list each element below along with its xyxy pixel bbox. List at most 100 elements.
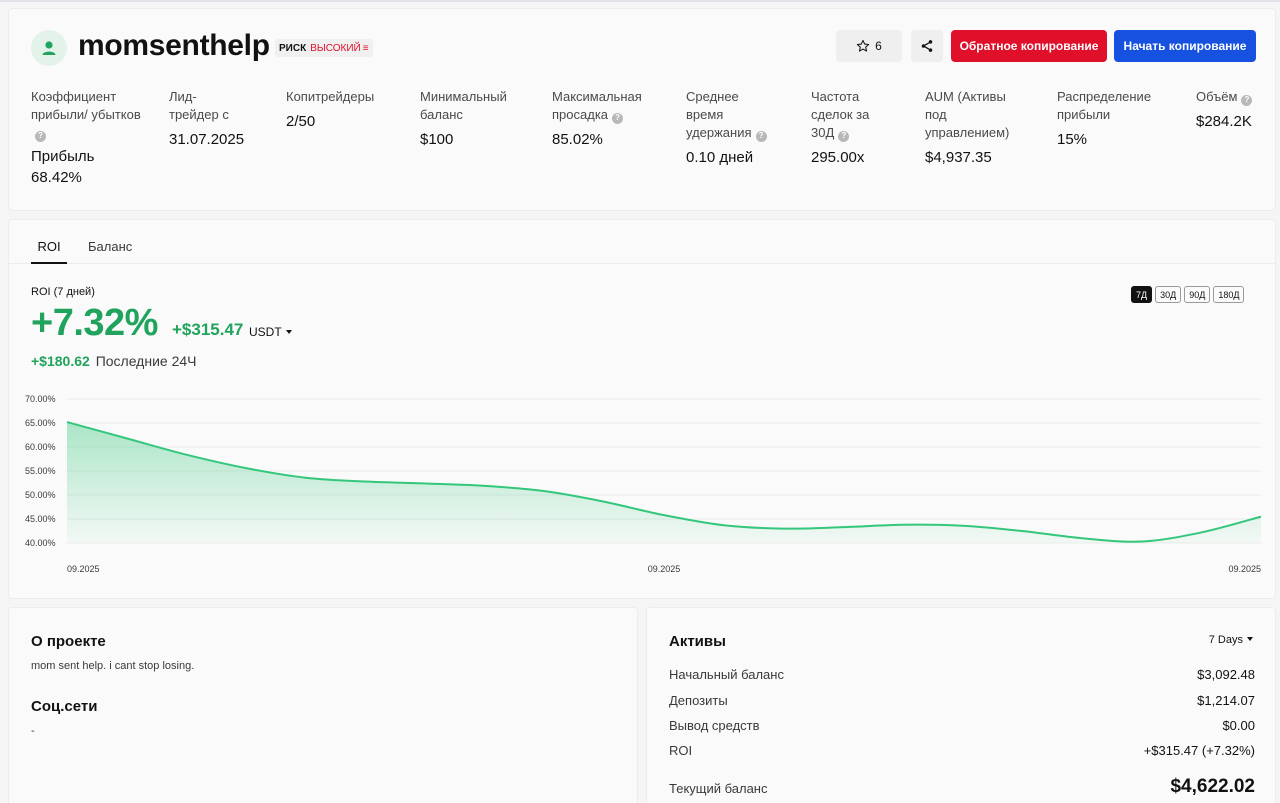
row-value: $3,092.48 — [1197, 667, 1255, 682]
y-tick-label: 65.00% — [25, 418, 56, 428]
metric-label: Лид- трейдер с — [169, 89, 229, 122]
period-30d[interactable]: 30Д — [1155, 286, 1182, 303]
social-title: Соц.сети — [31, 698, 98, 715]
metric-label: Максимальная просадка — [552, 89, 642, 122]
help-icon[interactable]: ? — [755, 130, 767, 142]
metric-label: AUM (Активы под управлением) — [925, 89, 1010, 140]
metric-label: Объём — [1196, 89, 1238, 104]
currency-select[interactable]: USDT — [249, 325, 292, 339]
roi-usd: +$315.47 — [172, 320, 244, 339]
risk-badge: РИСК ВЫСОКИЙ ≡ — [275, 39, 373, 57]
favorite-button[interactable]: 6 — [836, 30, 902, 62]
metric-value: 0.10 дней — [686, 149, 754, 166]
last24-label: Последние 24Ч — [95, 353, 197, 369]
metric-label: Распределение прибыли — [1057, 89, 1152, 122]
assets-row-deposits: Депозиты $1,214.07 — [669, 693, 1255, 708]
roi-caption: ROI (7 дней) — [31, 286, 95, 298]
period-90d[interactable]: 90Д — [1184, 286, 1211, 303]
y-tick-label: 45.00% — [25, 514, 56, 524]
about-card: О проекте mom sent help. i cant stop los… — [8, 607, 638, 803]
x-tick-label: 09.2025 — [67, 564, 100, 574]
roi-chart-card: ROI Баланс ROI (7 дней) +7.32% +$315.47 … — [8, 219, 1276, 599]
period-7d[interactable]: 7Д — [1131, 286, 1153, 303]
total-label: Текущий баланс — [669, 781, 768, 796]
about-title: О проекте — [31, 633, 106, 650]
row-value: +$315.47 (+7.32%) — [1143, 743, 1255, 758]
about-text: mom sent help. i cant stop losing. — [31, 660, 195, 672]
user-icon — [42, 41, 56, 55]
chart-tabs: ROI Баланс — [9, 220, 1275, 264]
metric-value: 2/50 — [286, 113, 316, 130]
roi-percent: +7.32% — [31, 302, 158, 344]
metric-label: Коэффициент прибыли/ убытков — [31, 89, 141, 122]
pnl-value-label: Прибыль — [31, 148, 95, 165]
x-tick-label: 09.2025 — [1228, 564, 1261, 574]
x-tick-label: 09.2025 — [648, 564, 681, 574]
metric-value: 295.00x — [811, 149, 865, 166]
y-tick-label: 70.00% — [25, 394, 56, 404]
roi-last-24h: +$180.62 Последние 24Ч — [31, 353, 196, 369]
help-icon[interactable]: ? — [612, 112, 624, 124]
row-label: Вывод средств — [669, 718, 760, 733]
assets-period-select[interactable]: 7 Days — [1209, 634, 1253, 646]
reverse-copy-button[interactable]: Обратное копирование — [951, 30, 1107, 62]
metric-label: Минимальный баланс — [420, 89, 507, 122]
currency-value: USDT — [249, 325, 282, 339]
trader-username: momsenthelp — [78, 29, 270, 62]
total-value: $4,622.02 — [1170, 776, 1255, 797]
avatar — [31, 30, 67, 66]
risk-value: ВЫСОКИЙ — [310, 42, 361, 54]
metric-label: Среднее время удержания — [686, 89, 752, 140]
row-label: Начальный баланс — [669, 667, 784, 682]
metric-copytraders: Копитрейдеры 2/50 — [286, 88, 396, 130]
metric-pnl-ratio: Коэффициент прибыли/ убытков? Прибыль 68… — [31, 88, 141, 188]
social-value: - — [31, 725, 35, 737]
metric-min-balance: Минимальный баланс $100 — [420, 88, 520, 148]
period-selector: 7Д 30Д 90Д 180Д — [1131, 286, 1245, 303]
metric-value: 85.02% — [552, 131, 603, 148]
start-copy-button[interactable]: Начать копирование — [1114, 30, 1256, 62]
assets-period-value: 7 Days — [1208, 634, 1243, 646]
metric-value: 15% — [1057, 131, 1088, 148]
caret-down-icon — [285, 330, 292, 334]
tab-roi[interactable]: ROI — [31, 239, 67, 264]
share-button[interactable] — [911, 30, 943, 62]
row-value: $1,214.07 — [1197, 693, 1255, 708]
metric-volume: Объём? $284.2K — [1196, 88, 1266, 130]
share-icon — [921, 40, 933, 52]
y-tick-label: 50.00% — [25, 490, 56, 500]
help-icon[interactable]: ? — [1241, 94, 1253, 106]
metric-aum: AUM (Активы под управлением) $4,937.35 — [925, 88, 1025, 166]
period-180d[interactable]: 180Д — [1213, 286, 1245, 303]
risk-level-icon: ≡ — [362, 42, 369, 54]
y-tick-label: 40.00% — [25, 538, 56, 548]
risk-label: РИСК — [279, 42, 307, 54]
star-icon — [856, 39, 870, 52]
assets-card: Активы 7 Days Начальный баланс $3,092.48… — [646, 607, 1276, 803]
metric-profit-share: Распределение прибыли 15% — [1057, 88, 1167, 148]
metric-label: Частота сделок за 30Д — [811, 89, 870, 140]
help-icon[interactable]: ? — [838, 130, 850, 142]
metric-value: 31.07.2025 — [169, 131, 245, 148]
assets-row-withdrawals: Вывод средств $0.00 — [669, 718, 1255, 733]
roi-line — [66, 421, 1262, 543]
metric-lead-trader-since: Лид- трейдер с 31.07.2025 — [169, 88, 249, 148]
last24-value: +$180.62 — [31, 353, 90, 369]
row-label: ROI — [669, 743, 693, 758]
tab-balance[interactable]: Баланс — [88, 239, 133, 254]
metric-value: $4,937.35 — [925, 149, 992, 166]
top-border — [0, 0, 1280, 2]
assets-row-roi: ROI +$315.47 (+7.32%) — [669, 743, 1255, 758]
assets-row-current-balance: Текущий баланс $4,622.02 — [669, 776, 1255, 798]
y-tick-label: 60.00% — [25, 442, 56, 452]
trader-header-card: momsenthelp РИСК ВЫСОКИЙ ≡ 6 Обратное ко… — [8, 8, 1276, 211]
pnl-value: 68.42% — [31, 169, 82, 186]
y-tick-label: 55.00% — [25, 466, 56, 476]
roi-area — [67, 422, 1261, 543]
row-value: $0.00 — [1222, 718, 1255, 733]
assets-title: Активы — [669, 633, 726, 650]
metric-avg-hold-time: Среднее время удержания? 0.10 дней — [686, 88, 770, 166]
assets-row-initial-balance: Начальный баланс $3,092.48 — [669, 667, 1255, 682]
metric-trade-frequency: Частота сделок за 30Д? 295.00x — [811, 88, 895, 166]
help-icon[interactable]: ? — [35, 130, 46, 142]
